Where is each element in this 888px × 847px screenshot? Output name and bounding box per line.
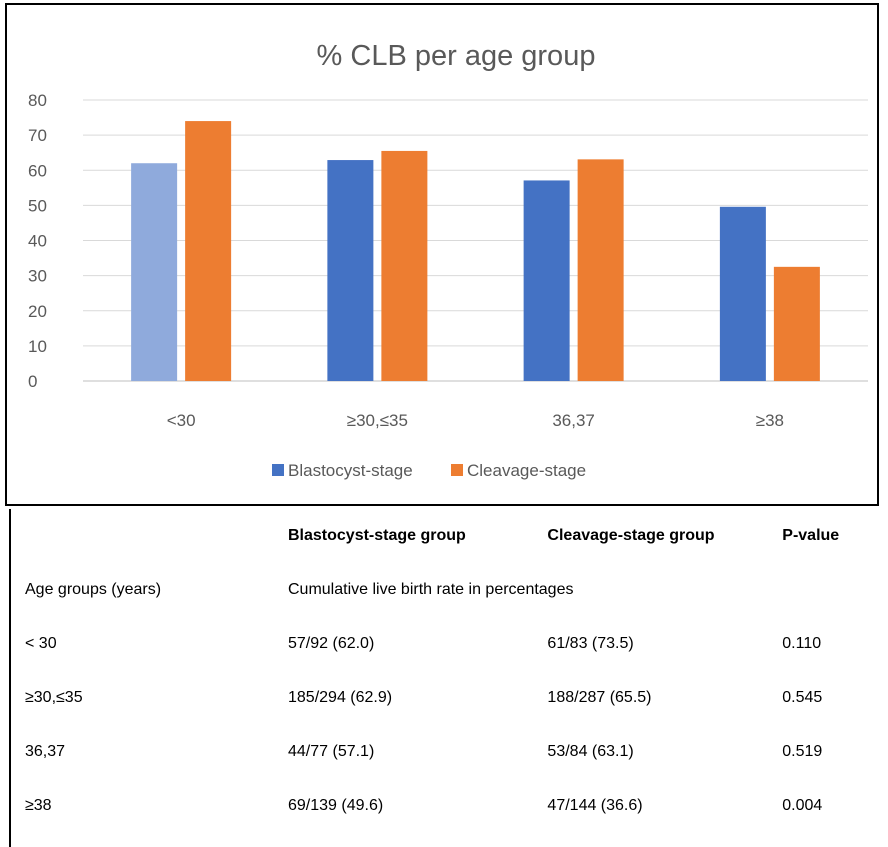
y-tick-label: 60 xyxy=(28,161,47,180)
header-cell-cleavage: Cleavage-stage group xyxy=(547,509,782,563)
table-cell: < 30 xyxy=(11,617,288,671)
bars xyxy=(131,121,820,381)
table-cell: 61/83 (73.5) xyxy=(547,617,782,671)
y-tick-label: 40 xyxy=(28,232,47,251)
table-cell: 0.545 xyxy=(782,671,881,725)
table-cell: 44/77 (57.1) xyxy=(288,725,547,779)
bar-blastocyst-stage-3 xyxy=(720,207,766,381)
y-tick-label: 30 xyxy=(28,267,47,286)
x-axis-labels: <30 ≥30,≤35 36,37 ≥38 xyxy=(167,411,784,430)
bar-cleavage-stage-3 xyxy=(774,267,820,381)
y-tick-label: 0 xyxy=(28,372,37,391)
bar-cleavage-stage-1 xyxy=(381,151,427,381)
table-cell: 188/287 (65.5) xyxy=(547,671,782,725)
y-tick-label: 10 xyxy=(28,337,47,356)
y-tick-label: 50 xyxy=(28,196,47,215)
chart-title: % CLB per age group xyxy=(317,40,596,72)
table-row: < 30 57/92 (62.0) 61/83 (73.5) 0.110 xyxy=(11,617,881,671)
legend: Blastocyst-stage Cleavage-stage xyxy=(272,461,586,480)
x-category-label: ≥30,≤35 xyxy=(347,411,408,430)
bar-blastocyst-stage-0 xyxy=(131,163,177,381)
table-cell: 57/92 (62.0) xyxy=(288,617,547,671)
table-subheader-row: Age groups (years) Cumulative live birth… xyxy=(11,563,881,617)
table-cell: ≥30,≤35 xyxy=(11,671,288,725)
subheader-label: Age groups (years) xyxy=(11,563,288,617)
table-row: 36,37 44/77 (57.1) 53/84 (63.1) 0.519 xyxy=(11,725,881,779)
bar-chart: % CLB per age group 0 10 20 30 40 50 60 70 80 <3… xyxy=(0,0,888,510)
subheader-text: Cumulative live birth rate in percentage… xyxy=(288,563,881,617)
y-axis-ticks: 0 10 20 30 40 50 60 70 80 xyxy=(28,91,47,391)
table-cell: 185/294 (62.9) xyxy=(288,671,547,725)
header-cell-pvalue: P-value xyxy=(782,509,881,563)
legend-label: Blastocyst-stage xyxy=(288,461,413,480)
y-tick-label: 80 xyxy=(28,91,47,110)
table-row: ≥30,≤35 185/294 (62.9) 188/287 (65.5) 0.… xyxy=(11,671,881,725)
table-cell: 0.110 xyxy=(782,617,881,671)
table-cell: 69/139 (49.6) xyxy=(288,779,547,833)
table-cell: 47/144 (36.6) xyxy=(547,779,782,833)
results-table: Blastocyst-stage group Cleavage-stage gr… xyxy=(11,509,881,833)
table-cell: 36,37 xyxy=(11,725,288,779)
legend-swatch xyxy=(272,464,284,476)
legend-label: Cleavage-stage xyxy=(467,461,586,480)
y-tick-label: 70 xyxy=(28,126,47,145)
bar-blastocyst-stage-2 xyxy=(524,180,570,381)
bar-blastocyst-stage-1 xyxy=(327,160,373,381)
legend-swatch xyxy=(451,464,463,476)
header-cell-blastocyst: Blastocyst-stage group xyxy=(288,509,547,563)
results-table-container: Blastocyst-stage group Cleavage-stage gr… xyxy=(9,509,879,847)
x-category-label: 36,37 xyxy=(552,411,595,430)
bar-cleavage-stage-2 xyxy=(578,159,624,381)
table-cell: 0.519 xyxy=(782,725,881,779)
header-cell-age xyxy=(11,509,288,563)
table-cell: ≥38 xyxy=(11,779,288,833)
table-row: ≥38 69/139 (49.6) 47/144 (36.6) 0.004 xyxy=(11,779,881,833)
y-tick-label: 20 xyxy=(28,302,47,321)
bar-cleavage-stage-0 xyxy=(185,121,231,381)
x-category-label: <30 xyxy=(167,411,196,430)
table-cell: 0.004 xyxy=(782,779,881,833)
table-header-row: Blastocyst-stage group Cleavage-stage gr… xyxy=(11,509,881,563)
table-cell: 53/84 (63.1) xyxy=(547,725,782,779)
x-category-label: ≥38 xyxy=(756,411,784,430)
